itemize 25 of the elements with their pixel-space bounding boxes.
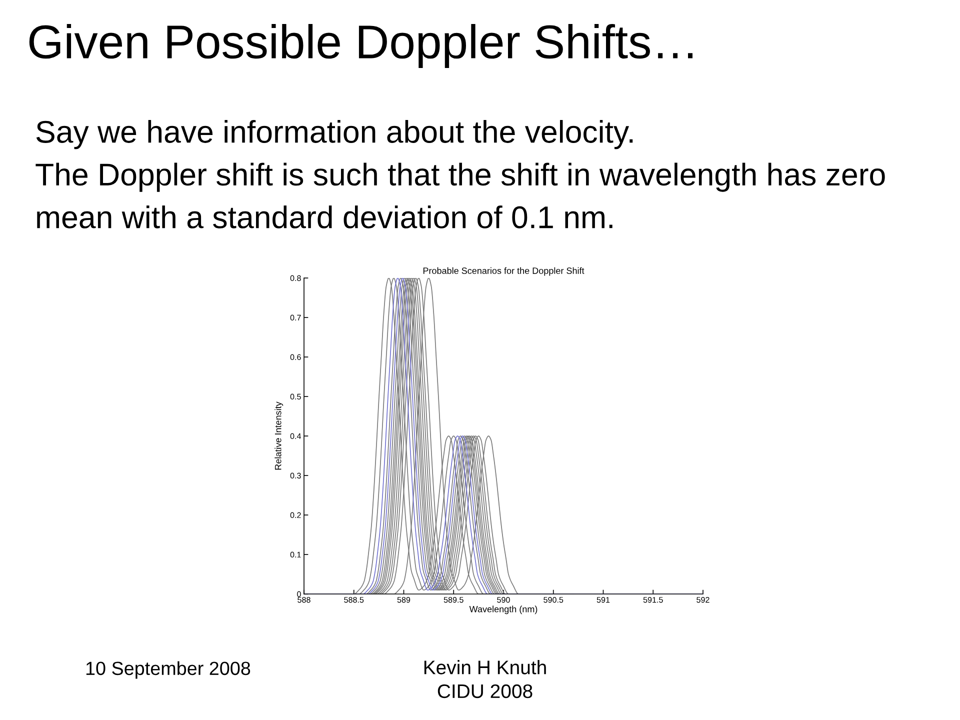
y-tick-label: 0.5 xyxy=(290,394,301,400)
x-tick-label: 588.5 xyxy=(344,596,364,603)
x-tick-label: 590.5 xyxy=(544,596,564,603)
chart-title: Given Possible Doppler Shifts… xyxy=(29,24,692,68)
x-tick-label: 589.5 xyxy=(444,596,464,603)
x-tick-label: 590 xyxy=(497,596,510,603)
x-axis-title: Wavelength (nm) xyxy=(469,606,538,614)
y-tick-label: 0.2 xyxy=(290,512,301,518)
x-tick-label: 589 xyxy=(397,596,410,603)
y-tick-label: 0 xyxy=(297,591,301,597)
text: Kevin H Knuth CIDU 2008 xyxy=(424,660,546,698)
y-tick-label: 0.6 xyxy=(290,354,301,360)
text: Say we have information about the velocity. The Doppler shift is such that the shift in wavelength has zero mean with a standard deviation of 0.1 nm. xyxy=(36,120,885,228)
x-tick-label: 591.5 xyxy=(643,596,663,603)
chart-subtitle: Probable Scenarios for the Doppler Shift xyxy=(423,267,584,276)
y-tick-label: 0.7 xyxy=(290,314,301,320)
x-tick-label: 591 xyxy=(596,596,610,603)
y-tick-label: 0.8 xyxy=(290,275,301,281)
y-axis-title: Relative Intensity xyxy=(274,402,284,470)
y-tick-label: 0.3 xyxy=(290,472,301,478)
y-tick-label: 0.1 xyxy=(290,552,301,558)
x-tick-label: 588 xyxy=(298,596,310,603)
x-tick-label: 592 xyxy=(696,596,710,603)
text: 10 September 2008 xyxy=(86,661,250,679)
y-tick-label: 0.4 xyxy=(290,433,301,439)
